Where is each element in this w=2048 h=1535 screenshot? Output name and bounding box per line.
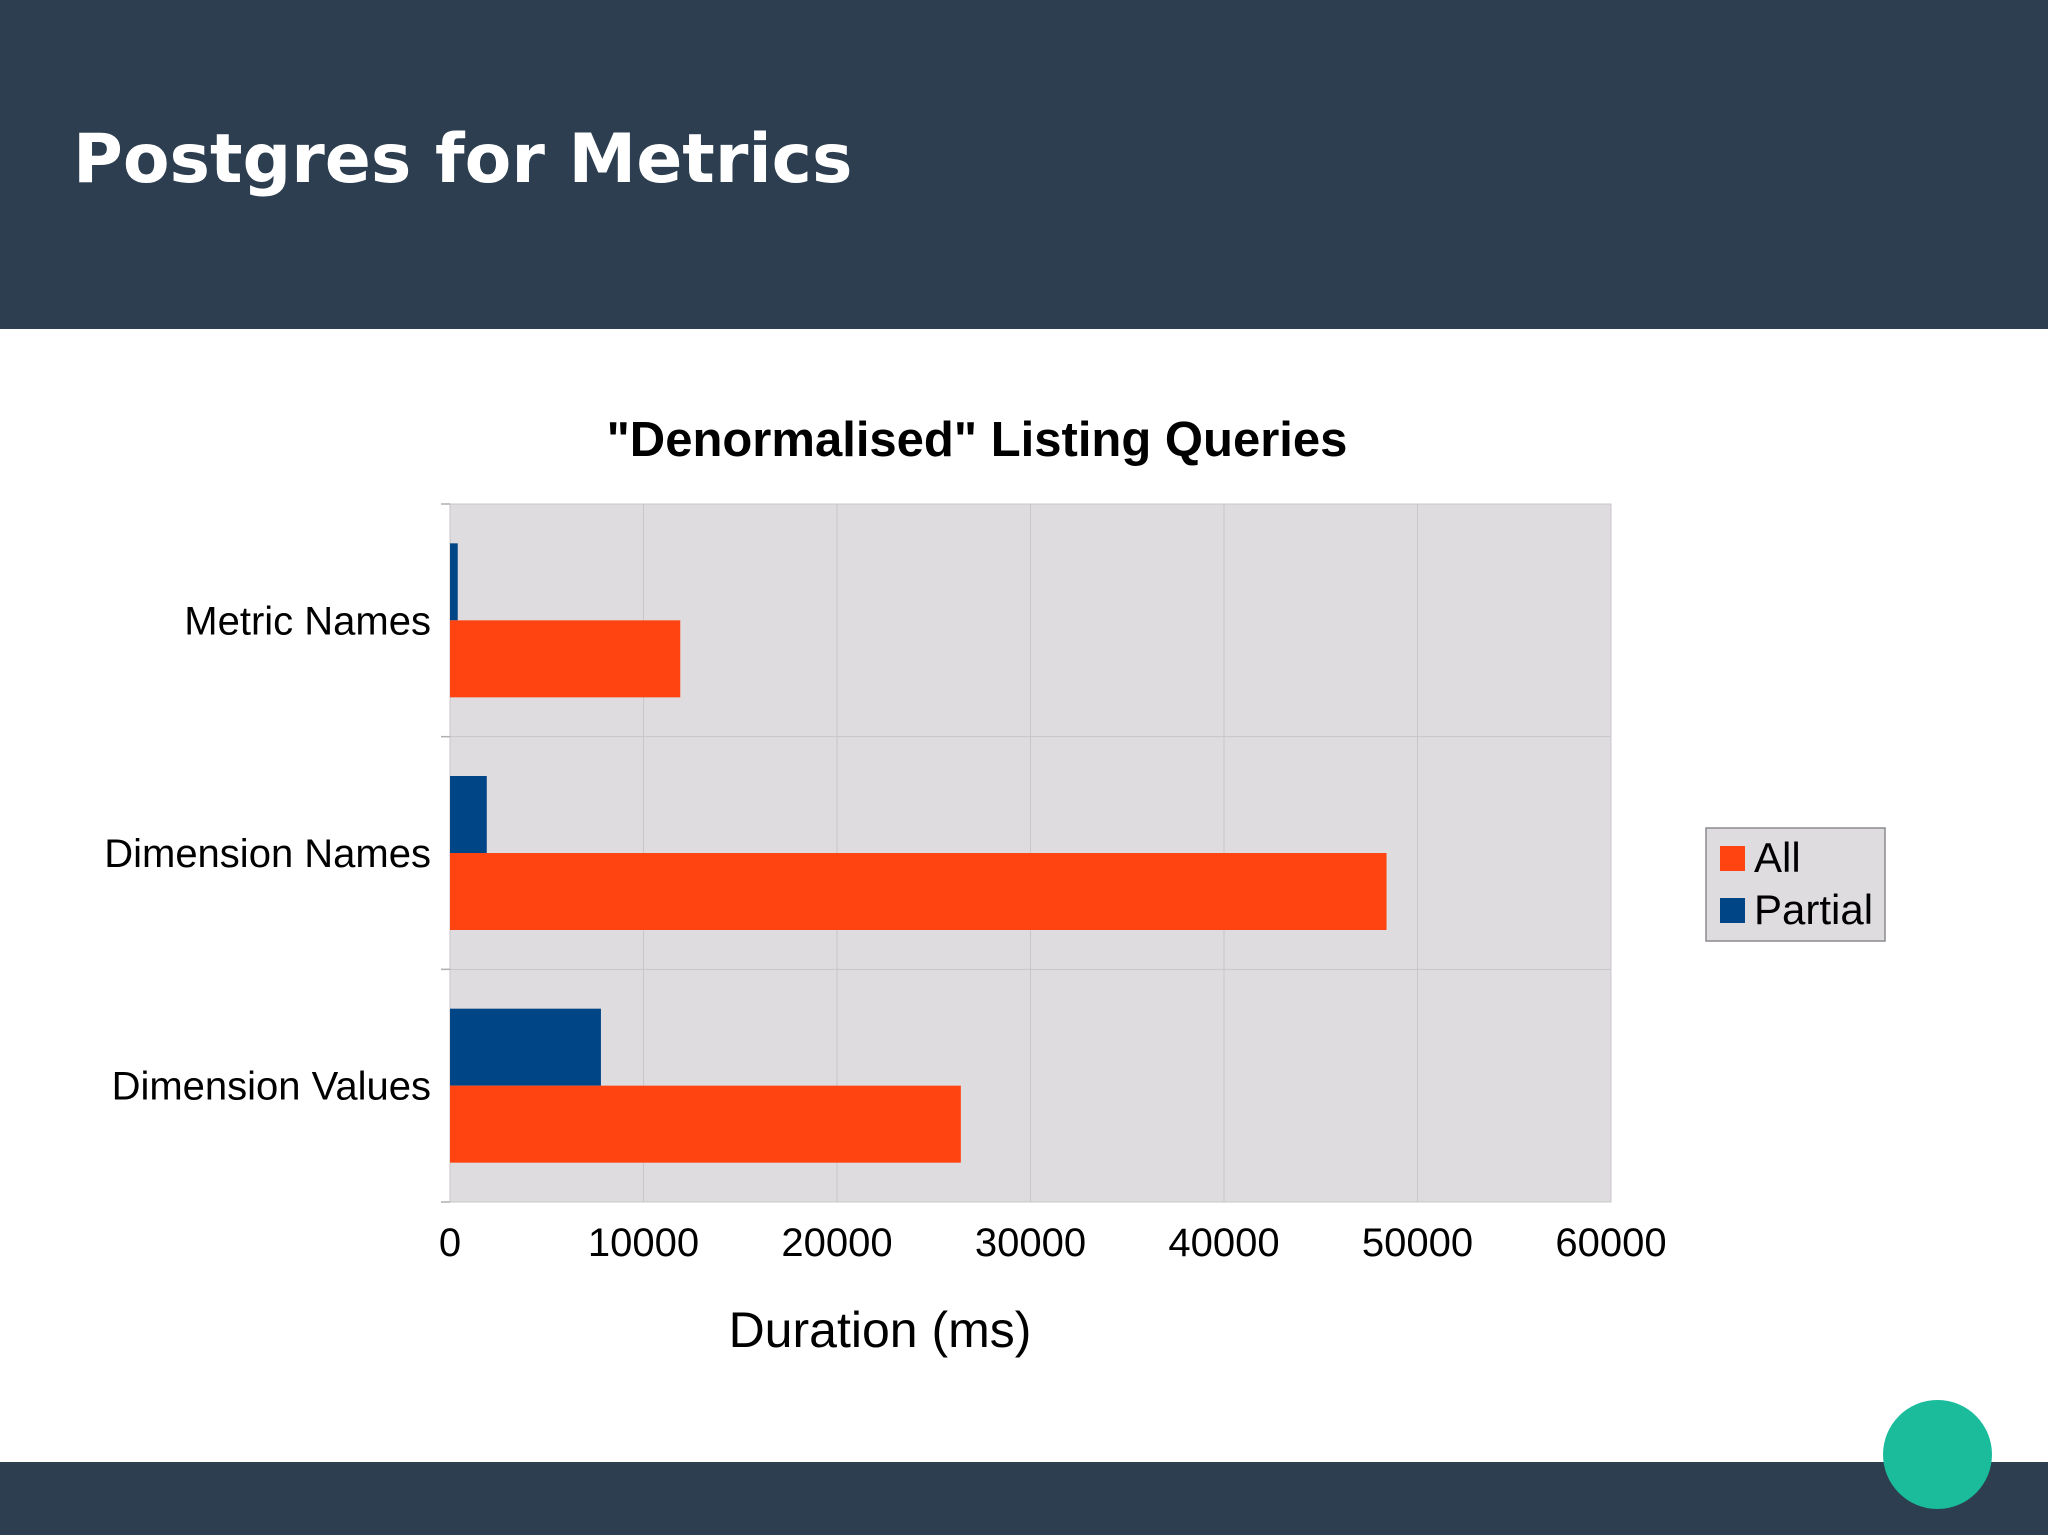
bar-partial xyxy=(450,543,458,621)
x-axis-title: Duration (ms) xyxy=(729,1302,1032,1358)
x-tick-label: 10000 xyxy=(588,1221,699,1265)
legend-swatch xyxy=(1720,898,1745,923)
x-tick-label: 50000 xyxy=(1362,1221,1473,1265)
bar-all xyxy=(450,853,1387,930)
chart-title: "Denormalised" Listing Queries xyxy=(607,413,1348,467)
bar-partial xyxy=(450,776,487,853)
bar-all xyxy=(450,620,681,698)
legend-label: All xyxy=(1754,834,1801,881)
x-tick-label: 0 xyxy=(439,1221,461,1265)
bar-partial xyxy=(450,1008,601,1086)
category-label: Dimension Values xyxy=(112,1065,431,1109)
category-label: Dimension Names xyxy=(104,832,431,876)
category-label: Metric Names xyxy=(184,599,431,643)
category-labels: Metric Names Dimension Names Dimension Val… xyxy=(104,599,431,1108)
x-tick-label: 60000 xyxy=(1555,1221,1666,1265)
accent-circle xyxy=(1883,1400,1992,1509)
slide-footer xyxy=(0,1462,2048,1535)
legend: All Partial xyxy=(1705,827,1886,942)
x-tick-label: 30000 xyxy=(975,1221,1086,1265)
bars xyxy=(450,543,1387,1163)
legend-swatch xyxy=(1720,846,1745,871)
slide-title: Postgres for Metrics xyxy=(73,120,853,199)
x-tick-label: 20000 xyxy=(781,1221,892,1265)
bar-all xyxy=(450,1085,961,1163)
x-tick-labels: 0 10000 20000 30000 40000 50000 60000 xyxy=(439,1221,1667,1265)
slide-header: Postgres for Metrics xyxy=(0,0,2048,329)
legend-label: Partial xyxy=(1754,886,1873,933)
x-tick-label: 40000 xyxy=(1168,1221,1279,1265)
